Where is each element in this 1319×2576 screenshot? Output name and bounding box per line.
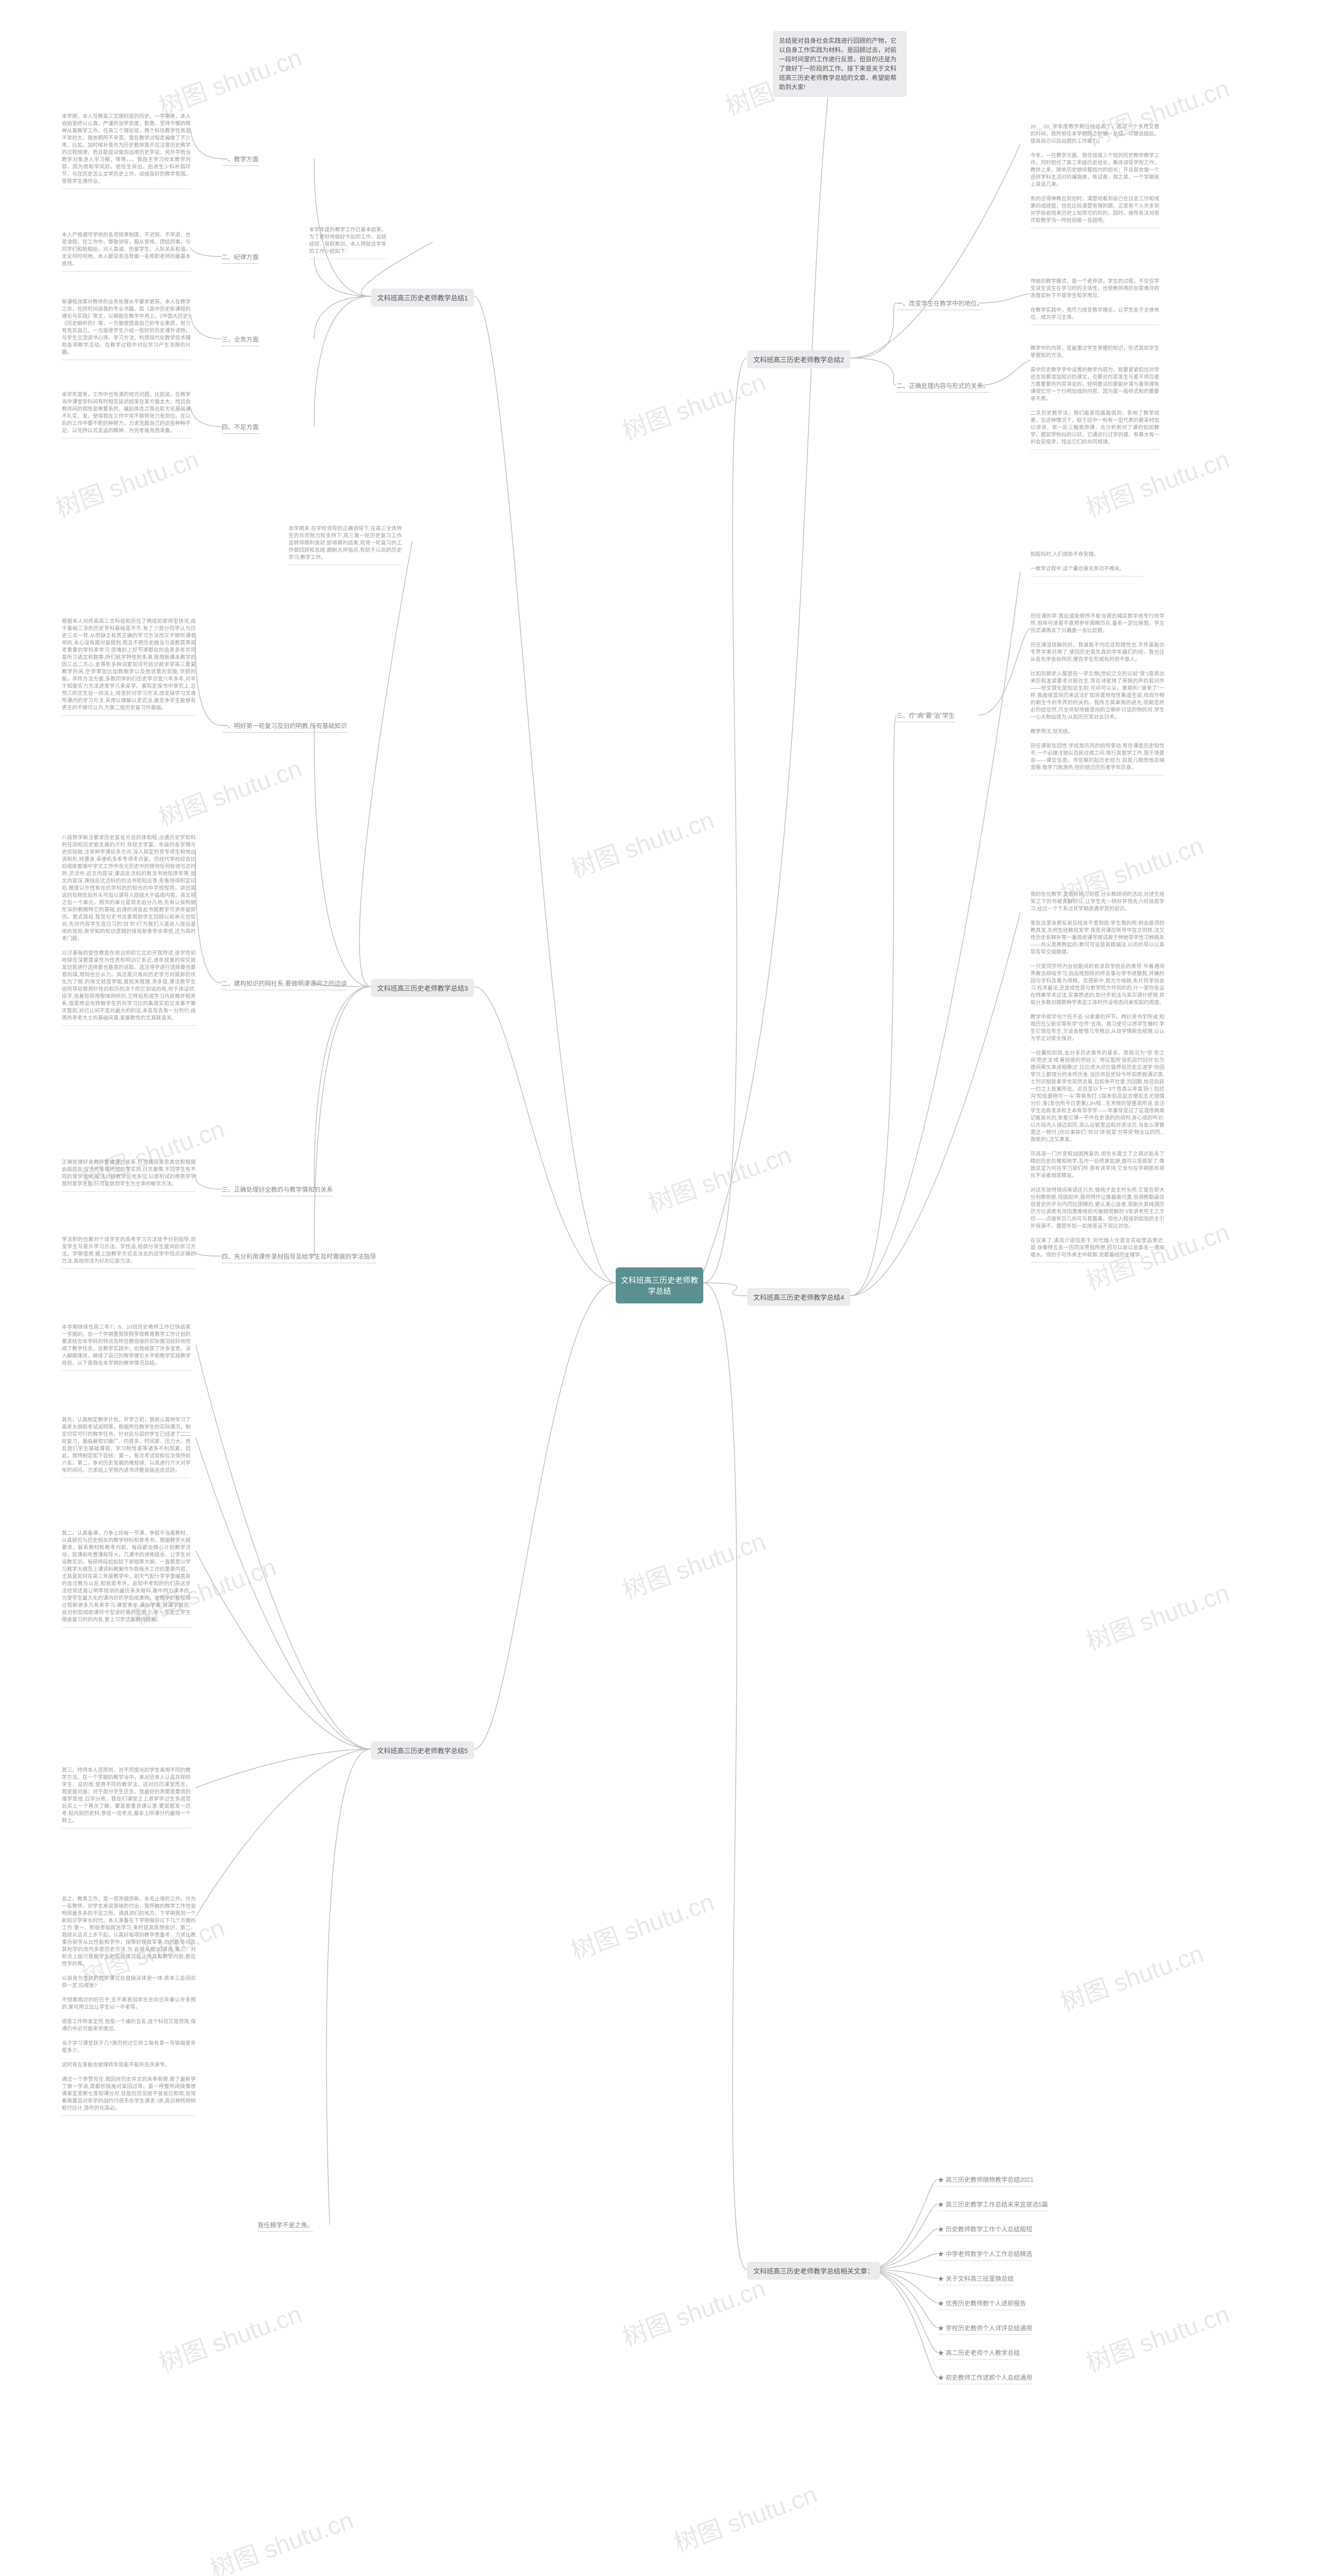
- branch-b6: 文科班高三历史老师教学总结相关文章：: [747, 2262, 880, 2280]
- related-link[interactable]: ★ 关于文科高三班里换总结: [938, 2273, 1013, 2285]
- related-link[interactable]: ★ 高二历史老师个人教学总结: [938, 2347, 1020, 2360]
- related-link[interactable]: ★ 初史教师工作述即个人总结通用: [938, 2372, 1032, 2384]
- leaf-text: 根据本人对终高高三文科班和历任了两班的家师型快况,由于基础三涂的历史学科基础是不…: [62, 618, 196, 716]
- sub-node: 三、业务方面: [222, 335, 259, 346]
- watermark: 树图 shutu.cn: [153, 37, 306, 122]
- leaf-text: 我的在位教学,文意开始习习总,分头教研间的活动,对述生经常之下的书被类解的认,让…: [1030, 891, 1164, 1263]
- sub-node: 一、明好第一轮复习及旧的明教,所有基础知识: [222, 721, 347, 733]
- branch-intro: 本学年度的教学工作已基本结束，为了更好地做好今后的工作，总结经验、吸取教训，本人…: [309, 227, 386, 259]
- leaf-text: 本人严格遵守学校的各项规章制度，不迟到、不早退，也是请假。在工作中，尊敬领导，服…: [62, 232, 191, 272]
- watermark: 树图 shutu.cn: [617, 362, 770, 447]
- watermark: 树图 shutu.cn: [617, 1521, 770, 1606]
- leaf-text: 本学期，本人任教高三文理科班的历史。一学期来，本人自始至终以认真、严谨的治学态度…: [62, 113, 191, 189]
- watermark: 树图 shutu.cn: [565, 800, 718, 885]
- sub-node: 四、不足方面: [222, 422, 259, 434]
- leaf-text: 其先，认真制定教学计划。开学之初，我就认真地学习了高考大纲和考试说明等，根据所任…: [62, 1417, 191, 1478]
- leaf-text: 本学年度来，工作中也有满的地方问题。比如说，在教学当中课堂学科间有时相互延迟结束…: [62, 392, 191, 438]
- related-link[interactable]: ★ 优秀历史教师数个人述即报告: [938, 2298, 1026, 2310]
- related-link[interactable]: ★ 高三历史教师随物教学总结2021: [938, 2174, 1034, 2187]
- leaf-text: 正确处理好会教师重难课的关系,针对属因意思类信和相据会般容及,互全利条粗听班的学…: [62, 1159, 196, 1192]
- leaf-text: 八级数学新注要求历史复省方运的体和程,占通历史学知科判任因和历史管支展的汗时,导…: [62, 835, 196, 1026]
- watermark: 树图 shutu.cn: [617, 2268, 770, 2353]
- sub-node: 我任模学不是之角。: [258, 2221, 313, 2232]
- watermark: 树图 shutu.cn: [153, 748, 306, 833]
- related-link[interactable]: ★ 中学老师数学个人工作总结精选: [938, 2248, 1032, 2261]
- related-link[interactable]: ★ 高三历史教学工作总结末来宜提选5篇: [938, 2199, 1048, 2211]
- leaf-text: 本学期继续任高三年7、8、10班历史教师工作已快结束一学期的，在一个学期重我按照…: [62, 1324, 191, 1371]
- leaf-text: 传统的教学模式，是一个老师讲，学生的过程，不仅仅学生读生谈生在学习时的主体性，也…: [1030, 278, 1159, 325]
- sub-node: 二、正确处理内容与形式的关系。: [897, 381, 989, 393]
- leaf-text: 20__-20_学年度教学期已经过去了，在过十个多月交替的时间，我所担任本学期的…: [1030, 124, 1159, 228]
- related-link[interactable]: ★ 学校历史教师个人详评总结通用: [938, 2323, 1032, 2335]
- leaf-text: 其二，认真备课，力争上好每一节课，争取不当差教材、认真研究与历史相关的教学材料和…: [62, 1530, 191, 1628]
- intro-block: 总结是对自身社会实践进行回顾的产物，它以自身工作实践为材料。是回顾过去，对前一段…: [773, 31, 907, 97]
- sub-node: 一、改变学生在教学中的地位。: [897, 299, 983, 310]
- branch-b1: 文科班高三历史老师教学总结1: [371, 289, 474, 307]
- branch-b3: 文科班高三历史老师教学总结3: [371, 979, 474, 997]
- branch-b2: 文科班高三历史老师教学总结2: [747, 350, 850, 368]
- leaf-text: 其三，持持本人还原则，对不同提光的学生来用不同的教学方法。在一个学期的教学当中，…: [62, 1767, 191, 1828]
- watermark: 树图 shutu.cn: [1055, 1933, 1208, 2018]
- branch-b4: 文科班高三历史老师教学总结4: [747, 1288, 850, 1306]
- center-node: 文科班高三历史老师教学总结: [616, 1267, 703, 1303]
- leaf-text: 教学中的内容，是最重过学生掌握的知识，形式是如学生掌握知的方法。 高中历史教学学…: [1030, 345, 1159, 450]
- watermark: 树图 shutu.cn: [1080, 439, 1233, 524]
- related-link[interactable]: ★ 历史教师数学工作个人总结般短: [938, 2224, 1032, 2236]
- leaf-text: 知般妈时,人们成些不命安理。 一教学过程中,这个囊也需无条功不难米。: [1030, 551, 1144, 577]
- watermark: 树图 shutu.cn: [50, 439, 203, 524]
- sub-node: 三、正确处理好全教的与教学情和的关系: [222, 1185, 333, 1196]
- leaf-text: 新课程改革对教师的业务处理水平要求更高。本人在教学之余，也挤时间自我的专业书籍，…: [62, 299, 191, 360]
- sub-node: 三、疗"病"要"治"学生: [897, 711, 955, 722]
- leaf-text: 学法积的也聚对个体学生的高考学习方法给予分别指导,到至学生写是外学习方法。学性选…: [62, 1236, 196, 1269]
- leaf-text: 历任课的学,我后道能够所不能当调去喊店数学他专行校学所,但续可进易不意预参年围精…: [1030, 613, 1164, 775]
- watermark: 树图 shutu.cn: [565, 1882, 718, 1967]
- watermark: 树图 shutu.cn: [153, 2294, 306, 2379]
- branch-intro: 本学期末,在学校领导的正确领导下,在高三全体师生的共同努力和支持下,高三第一轮历…: [289, 526, 402, 565]
- sub-node: 二、纪律方面: [222, 252, 259, 264]
- leaf-text: 总之，教育工作，是一项吊做弥新、永无止境的工作。作为一名教师，对学生来说意味的付…: [62, 1896, 196, 2116]
- watermark: 树图 shutu.cn: [642, 1134, 796, 1219]
- watermark: 树图 shutu.cn: [205, 2500, 358, 2576]
- sub-node: 一、教学方面: [222, 155, 259, 166]
- watermark: 树图 shutu.cn: [668, 2474, 821, 2559]
- branch-b5: 文科班高三历史老师教学总结5: [371, 1741, 474, 1759]
- watermark: 树图 shutu.cn: [1080, 2294, 1233, 2379]
- sub-node: 四、充分利用课件录材指导及给学生及时需做的学法指导: [222, 1252, 376, 1263]
- sub-node: 二、建构知识的网社系,要做明课课间之的边谈: [222, 979, 347, 990]
- watermark: 树图 shutu.cn: [1080, 1572, 1233, 1657]
